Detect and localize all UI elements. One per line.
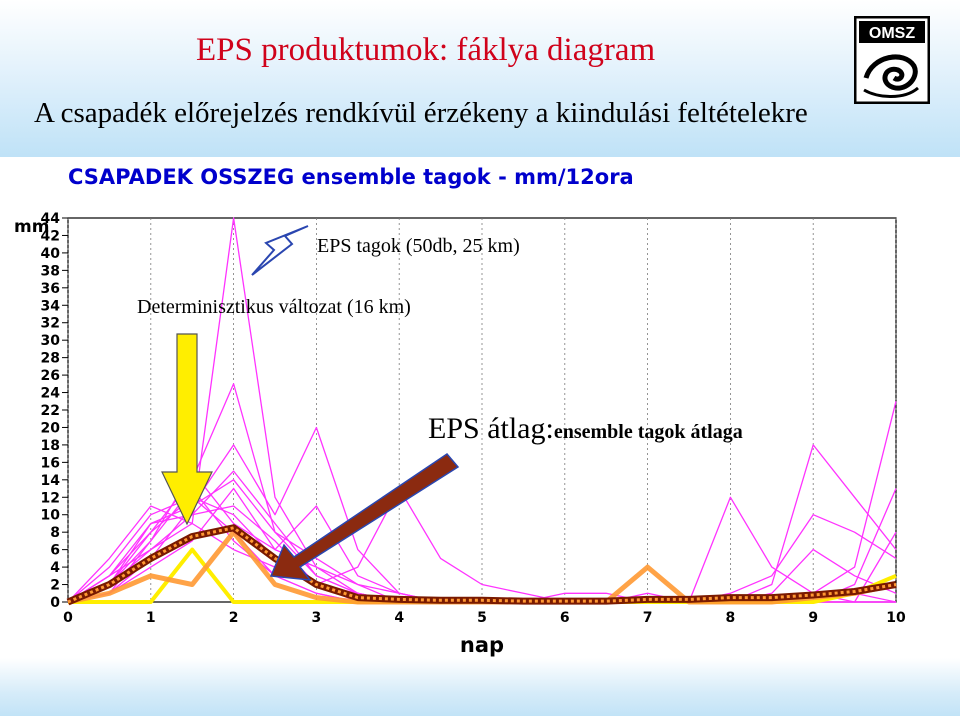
slide-title: EPS produktumok: fáklya diagram xyxy=(196,32,656,68)
y-tick-label: 2 xyxy=(50,578,60,594)
y-tick-label: 22 xyxy=(41,403,60,419)
annotation-arrow-deterministic xyxy=(161,333,213,526)
y-tick-labels: 0246810121416182022242628303234363840424… xyxy=(41,211,68,611)
x-tick-label: 2 xyxy=(229,610,239,626)
header-band xyxy=(0,0,960,157)
y-tick-label: 16 xyxy=(41,455,60,471)
y-tick-label: 26 xyxy=(41,368,60,384)
annotation-eps-mean: EPS átlag:ensemble tagok átlaga xyxy=(428,412,743,445)
y-tick-label: 28 xyxy=(41,351,60,367)
annotation-arrow-members xyxy=(251,225,309,276)
x-tick-label: 5 xyxy=(477,610,487,626)
x-axis-label: nap xyxy=(460,633,504,657)
y-tick-label: 38 xyxy=(41,263,60,279)
y-tick-label: 30 xyxy=(41,333,61,349)
y-tick-label: 10 xyxy=(41,508,61,524)
y-tick-label: 12 xyxy=(41,490,60,506)
x-tick-labels: 0 1 2 3 4 5 6 7 8 9 10 xyxy=(63,610,906,626)
y-tick-label: 18 xyxy=(41,438,60,454)
x-tick-label: 1 xyxy=(146,610,156,626)
y-tick-label: 0 xyxy=(50,595,60,611)
logo-text: OMSZ xyxy=(869,25,915,42)
annotation-arrow-mean xyxy=(269,453,460,581)
y-axis-label: mm xyxy=(14,217,49,237)
y-tick-label: 32 xyxy=(41,316,60,332)
slide-subtitle: A csapadék előrejelzés rendkívül érzéken… xyxy=(34,97,808,129)
annotation-deterministic: Determinisztikus változat (16 km) xyxy=(137,296,411,318)
y-tick-label: 44 xyxy=(41,211,61,227)
x-tick-label: 10 xyxy=(886,610,906,626)
y-tick-label: 36 xyxy=(41,281,60,297)
x-tick-label: 4 xyxy=(394,610,404,626)
plot-grid xyxy=(67,217,897,603)
x-tick-label: 9 xyxy=(808,610,818,626)
x-tick-label: 6 xyxy=(560,610,570,626)
annotation-eps-mean-small: ensemble tagok átlaga xyxy=(554,421,743,443)
ensemble-mean-line xyxy=(67,526,897,604)
y-tick-label: 20 xyxy=(41,420,61,436)
x-tick-label: 0 xyxy=(63,610,73,626)
annotation-eps-members: EPS tagok (50db, 25 km) xyxy=(317,235,520,257)
y-tick-label: 4 xyxy=(50,560,60,576)
main-series-lines xyxy=(66,524,897,606)
x-tick-label: 7 xyxy=(643,610,653,626)
chart-title: CSAPADEK OSSZEG ensemble tagok - mm/12or… xyxy=(68,165,634,189)
x-tick-label: 3 xyxy=(312,610,322,626)
y-tick-label: 42 xyxy=(41,228,60,244)
footer-band xyxy=(0,658,960,716)
y-tick-label: 24 xyxy=(41,386,61,402)
ensemble-plume-chart: CSAPADEK OSSZEG ensemble tagok - mm/12or… xyxy=(14,165,906,657)
y-tick-label: 14 xyxy=(41,473,61,489)
x-tick-label: 8 xyxy=(726,610,736,626)
y-tick-label: 34 xyxy=(41,298,61,314)
y-tick-label: 8 xyxy=(50,525,60,541)
y-tick-label: 40 xyxy=(41,246,61,262)
annotation-eps-mean-big: EPS átlag: xyxy=(428,412,554,445)
y-tick-label: 6 xyxy=(50,543,60,559)
omsz-logo: OMSZ xyxy=(854,16,930,104)
